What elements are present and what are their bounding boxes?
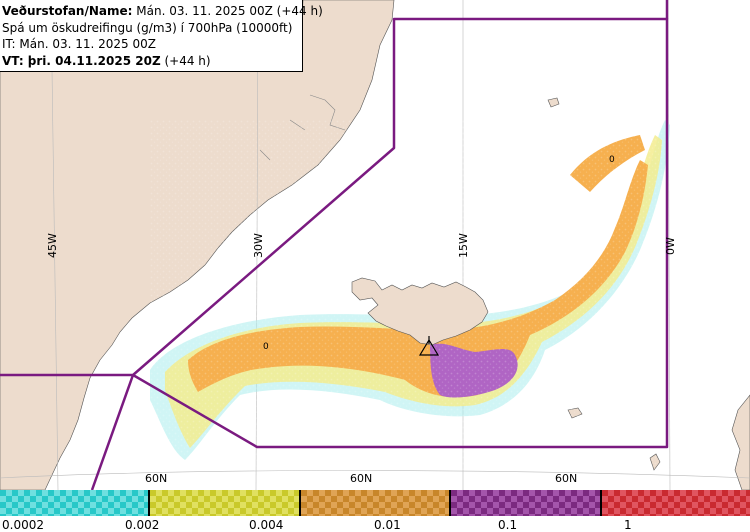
lat-label-60n-right: 60N [555,472,577,485]
legend-tick-1: 0.002 [125,518,160,532]
legend-tick-4: 0.1 [498,518,518,532]
legend-color-bar [0,490,750,516]
jan-mayen-island [547,97,560,108]
forecast-info-box: Veðurstofan/Name: Mán. 03. 11. 2025 00Z … [0,0,323,72]
org-label: Veðurstofan/Name: [2,4,133,18]
legend-segment-purple [451,490,602,516]
legend-segment-orange [300,490,452,516]
legend-tick-0: 0.0002 [2,518,44,532]
lon-label-0w: 0W [664,237,677,255]
legend-tick-2: 0.004 [249,518,284,532]
valid-time: VT: þri. 04.11.2025 20Z [2,53,161,68]
info-line-1: Veðurstofan/Name: Mán. 03. 11. 2025 00Z … [2,3,323,20]
legend-segment-cyan [0,490,151,516]
run-time: Mán. 03. 11. 2025 00Z (+44 h) [132,4,323,18]
shetland-land [731,394,750,490]
concentration-legend: 0.0002 0.002 0.004 0.01 0.1 1 [0,490,750,532]
volcano-triangle-icon [418,336,440,356]
lon-label-15w: 15W [457,233,470,258]
info-line-4: VT: þri. 04.11.2025 20Z (+44 h) [2,53,300,70]
legend-tick-3: 0.01 [374,518,401,532]
lat-label-60n-left: 60N [145,472,167,485]
lat-label-60n-center: 60N [350,472,372,485]
fir-boundary [0,0,669,490]
valid-offset: (+44 h) [160,53,211,68]
ash-forecast-map: 45W 30W 15W 0W 60N 60N 60N 0 0 [0,0,750,490]
info-line-2: Spá um öskudreifingu (g/m3) í 700hPa (10… [2,20,293,35]
legend-segment-red [601,490,750,516]
lon-label-45w: 45W [46,233,59,258]
iceland-land [351,277,489,346]
zero-marker-west: 0 [263,342,269,352]
info-line-3: IT: Mán. 03. 11. 2025 00Z [2,37,156,51]
lon-label-30w: 30W [252,233,265,258]
legend-tick-5: 1 [624,518,632,532]
legend-segment-yellow [150,490,301,516]
zero-marker-north: 0 [609,155,615,165]
